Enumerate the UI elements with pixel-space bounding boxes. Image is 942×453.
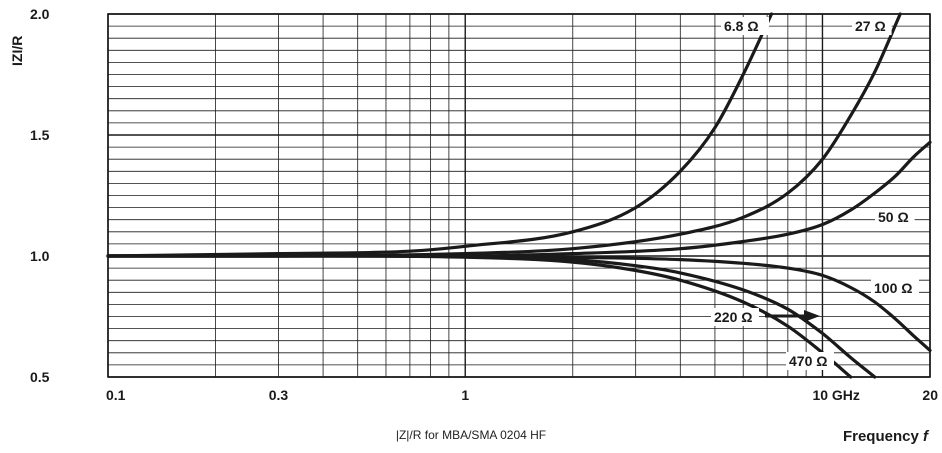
grid	[107, 13, 931, 378]
series-label-4: 220 Ω	[714, 309, 752, 325]
series-label-3: 100 Ω	[874, 280, 912, 296]
y-axis-label-box: IZI/R	[6, 8, 28, 68]
series-label-bg	[852, 17, 892, 35]
x-axis-label: Frequency	[842, 428, 919, 445]
x-tick-label: 0.1	[106, 387, 126, 403]
tick-labels: 0.5 1.0 1.5 2.0 0.1 0.3 1 10 GHz 20	[30, 6, 938, 403]
series-label-1: 27 Ω	[855, 18, 886, 34]
series-label-2: 50 Ω	[878, 209, 909, 225]
arrow-head-icon	[804, 310, 820, 322]
x-axis-variable: f	[923, 428, 928, 445]
series-label-0: 6.8 Ω	[724, 18, 759, 34]
x-tick-label: 20	[922, 387, 938, 403]
series-label-bg	[786, 352, 834, 370]
series-label-bg	[875, 208, 915, 226]
series-labels: 6.8 Ω 27 Ω 50 Ω 100 Ω 220 Ω 470 Ω	[711, 17, 919, 370]
y-tick-label: 2.0	[30, 6, 50, 22]
x-tick-label: 0.3	[269, 387, 289, 403]
series-line-0	[106, 12, 774, 258]
series-label-bg	[721, 17, 769, 35]
y-axis-label: IZI/R	[9, 36, 25, 66]
series-line-5	[106, 254, 853, 379]
x-axis-title: Frequency f	[843, 428, 928, 445]
series-label-bg	[871, 279, 919, 297]
series-line-3	[106, 254, 932, 352]
y-tick-label: 1.5	[30, 127, 50, 143]
chart-caption: |Z|/R for MBA/SMA 0204 HF	[395, 428, 547, 442]
series-label-5: 470 Ω	[789, 353, 827, 369]
x-tick-label: 10 GHz	[812, 387, 859, 403]
x-tick-label: 1	[461, 387, 469, 403]
plot-frame	[107, 13, 931, 378]
y-tick-label: 1.0	[30, 248, 50, 264]
series-curves	[106, 12, 932, 379]
y-tick-label: 0.5	[30, 369, 50, 385]
series-label-bg	[711, 308, 759, 326]
